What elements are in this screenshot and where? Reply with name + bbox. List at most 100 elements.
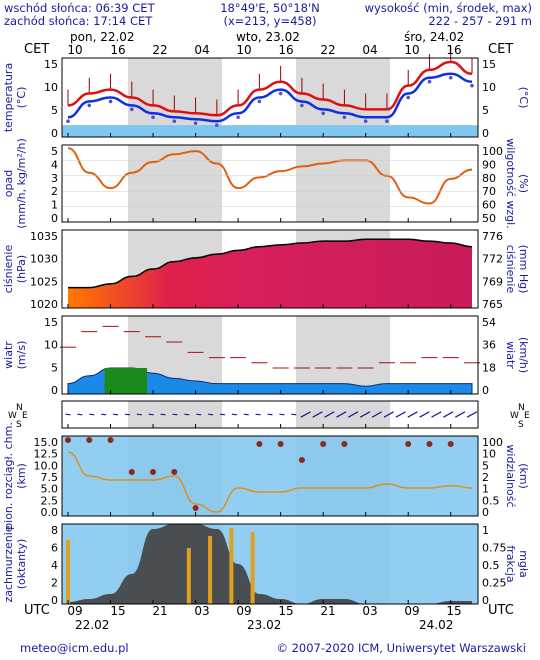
wind-strong-band [104, 368, 148, 394]
y-tick-label: 15.0 [34, 436, 59, 449]
dewpoint-point [406, 95, 411, 100]
hour-label-bottom: 15 [110, 604, 125, 618]
fog-bar [186, 548, 191, 604]
y-tick-label: 15 [44, 316, 58, 329]
y-tick-label: 0.75 [482, 542, 507, 555]
y-tick-label: 8 [51, 524, 58, 537]
compass-s: S [518, 420, 524, 430]
hour-label-bottom: 03 [194, 604, 209, 618]
night-band [296, 401, 390, 428]
hour-label-top: 10 [67, 43, 82, 57]
elevation-values: 222 - 257 - 291 m [428, 14, 532, 28]
y-tick-label: 70 [482, 185, 496, 198]
y-tick-label: 5 [51, 361, 58, 374]
y-tick-label: 1 [51, 199, 58, 212]
dewpoint-point [470, 83, 474, 88]
bottom-timezone: UTC [488, 603, 514, 618]
cloud-base-point [320, 441, 327, 447]
wind-arrow [443, 411, 454, 418]
y-tick-label: 18 [482, 361, 496, 374]
hour-label-bottom: 15 [446, 604, 461, 618]
y-tick-label: 10.0 [34, 459, 59, 472]
y-tick-label: 769 [482, 275, 503, 288]
night-band [296, 145, 390, 222]
day-label-bottom: 23.02 [247, 618, 281, 632]
hour-label-bottom: 21 [152, 604, 167, 618]
dewpoint-point [193, 121, 198, 125]
pressure-area [68, 239, 472, 308]
cloud-base-point [277, 441, 284, 447]
compass-e: E [524, 411, 530, 421]
dewpoint-point [87, 103, 92, 108]
y-tick-label: 2 [51, 577, 58, 590]
y-tick-label: 3 [51, 172, 58, 185]
y-tick-label: 50 [482, 212, 496, 225]
panel-label: (oktanty) [15, 539, 28, 590]
wind-arrow [231, 413, 237, 416]
wind-arrow [359, 411, 371, 418]
y-tick-label: 15 [482, 58, 496, 71]
dewpoint-point [108, 99, 113, 104]
cloud-area [68, 524, 472, 604]
wind-arrow [371, 411, 383, 418]
night-band [128, 145, 222, 222]
night-band [128, 58, 222, 137]
wind-arrow [454, 411, 466, 418]
y-tick-label: 60 [482, 199, 496, 212]
y-tick-label: 0 [51, 594, 58, 607]
dewpoint-point [151, 115, 155, 120]
y-tick-label: 6 [51, 542, 58, 555]
panel-label: (%) [517, 174, 530, 193]
wind-arrow [291, 413, 297, 416]
wind-arrow [324, 411, 335, 418]
dewpoint-point [342, 115, 347, 120]
y-tick-label: 12.5 [34, 448, 59, 461]
panel-label: wiatr [504, 341, 517, 369]
wind-arrow [383, 411, 394, 418]
panel-frame [61, 315, 479, 395]
panel-label: opad [2, 170, 15, 197]
panel-label: widzialność [504, 444, 517, 507]
dewpoint-point [321, 111, 325, 116]
hour-label-top: 16 [446, 43, 461, 57]
compass-n: N [518, 403, 525, 413]
y-tick-label: 5 [482, 459, 489, 472]
wind-arrow [160, 413, 166, 416]
cloud-base-point [341, 441, 348, 447]
y-tick-label: 100 [482, 436, 503, 449]
wind-arrow [196, 413, 202, 416]
hour-label-top: 04 [362, 43, 377, 57]
y-tick-label: 0.0 [41, 506, 59, 519]
panel-label: (km) [517, 463, 530, 489]
hour-label-top: 16 [110, 43, 125, 57]
wind-arrow [348, 411, 359, 418]
y-tick-label: 36 [482, 339, 496, 352]
footer-copyright: © 2007-2020 ICM, Uniwersytet Warszawski [276, 641, 526, 655]
wind-arrow [89, 413, 95, 416]
wind-arrow [255, 413, 261, 416]
panel-label: wilgotność wzgl. [504, 138, 517, 228]
y-tick-label: 5 [482, 104, 489, 117]
compass-e: E [22, 411, 28, 421]
fog-bar [229, 528, 234, 604]
pressure-line [68, 238, 473, 289]
hour-label-bottom: 03 [362, 604, 377, 618]
day-label-bottom: 24.02 [419, 618, 453, 632]
wind-arrow [395, 411, 406, 418]
footer-email[interactable]: meteo@icm.edu.pl [20, 641, 129, 655]
y-tick-label: 765 [482, 298, 503, 311]
day-label-top: wto, 23.02 [236, 30, 300, 44]
visibility-line [67, 451, 473, 513]
bottom-timezone: UTC [24, 603, 50, 618]
hour-label-top: 16 [278, 43, 293, 57]
temp-max-line [67, 60, 473, 117]
top-timezone: CET [488, 42, 513, 57]
fog-bar [66, 540, 70, 604]
hour-label-top: 10 [404, 43, 419, 57]
day-label-top: śro, 24.02 [404, 30, 464, 44]
panel-label: pion. rozciągł. chm. [2, 422, 15, 530]
y-tick-label: 1020 [30, 298, 58, 311]
panel-label: ciśnienie [504, 245, 517, 294]
day-label-top: pon, 22.02 [70, 30, 135, 44]
wind-arrow [219, 413, 226, 416]
